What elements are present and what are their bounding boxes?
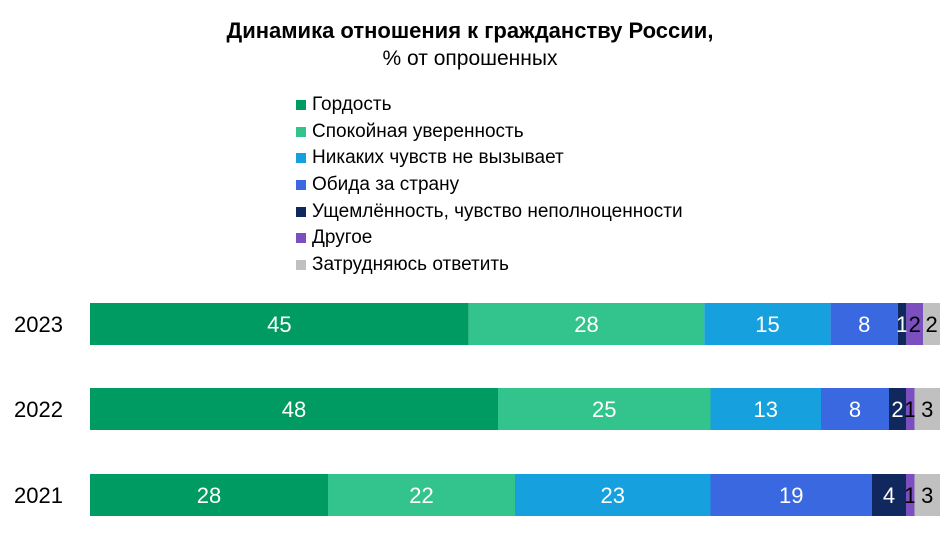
chart-legend: Гордость Спокойная уверенность Никаких чув… xyxy=(296,92,683,278)
legend-item: Спокойная уверенность xyxy=(296,119,683,146)
legend-label: Спокойная уверенность xyxy=(312,120,524,142)
data-label: 1 xyxy=(896,312,908,337)
legend-item: Гордость xyxy=(296,92,683,119)
legend-swatch xyxy=(296,180,306,191)
bar-segment xyxy=(710,388,821,430)
data-label: 48 xyxy=(282,397,306,422)
bar-segment xyxy=(704,303,831,345)
data-label: 45 xyxy=(267,312,291,337)
bar-segment xyxy=(897,303,907,345)
bar-segment xyxy=(468,303,705,345)
data-label: 8 xyxy=(849,397,861,422)
data-label: 3 xyxy=(921,483,933,508)
bar-segment xyxy=(328,474,515,516)
data-label: 28 xyxy=(574,312,598,337)
bar-segment xyxy=(923,303,940,345)
bar-segment xyxy=(906,474,915,516)
data-label: 15 xyxy=(755,312,779,337)
chart-title: Динамика отношения к гражданству России, xyxy=(226,18,714,43)
bar-segment xyxy=(914,474,940,516)
legend-swatch xyxy=(296,100,306,111)
legend-label: Ущемлённость, чувство неполноценности xyxy=(312,200,683,222)
bar-segment xyxy=(906,303,924,345)
category-label: 2022 xyxy=(14,397,63,422)
bar-segment xyxy=(90,303,469,345)
data-label: 2 xyxy=(925,312,937,337)
data-label: 3 xyxy=(921,397,933,422)
legend-item: Другое xyxy=(296,225,683,252)
legend-item: Никаких чувств не вызывает xyxy=(296,145,683,172)
bar-segment xyxy=(710,474,872,516)
legend-label: Другое xyxy=(312,227,373,249)
bar-segment xyxy=(498,388,711,430)
data-label: 8 xyxy=(858,312,870,337)
legend-swatch xyxy=(296,206,306,217)
category-label: 2023 xyxy=(14,312,63,337)
data-label: 23 xyxy=(601,483,625,508)
legend-label: Обида за страну xyxy=(312,174,460,196)
data-label: 2 xyxy=(909,312,921,337)
data-label: 1 xyxy=(904,483,916,508)
bar-segment xyxy=(872,474,906,516)
data-label: 25 xyxy=(592,397,616,422)
legend-swatch xyxy=(296,153,306,164)
data-label: 13 xyxy=(754,397,778,422)
bar-segment xyxy=(889,388,906,430)
bar-segment xyxy=(821,388,889,430)
bar-segment xyxy=(90,474,328,516)
data-label: 19 xyxy=(779,483,803,508)
category-label: 2021 xyxy=(14,483,63,508)
legend-swatch xyxy=(296,259,306,270)
legend-item: Обида за страну xyxy=(296,172,683,199)
legend-item: Ущемлённость, чувство неполноценности xyxy=(296,198,683,225)
legend-label: Гордость xyxy=(312,94,392,116)
bar-segment xyxy=(906,388,915,430)
data-label: 4 xyxy=(883,483,895,508)
legend-label: Никаких чувств не вызывает xyxy=(312,147,564,169)
chart-subtitle: % от опрошенных xyxy=(382,47,558,70)
bar-segment xyxy=(830,303,898,345)
bar-segment xyxy=(515,474,711,516)
legend-label: Затрудняюсь ответить xyxy=(312,253,509,275)
legend-swatch xyxy=(296,233,306,244)
bar-segment xyxy=(914,388,940,430)
data-label: 28 xyxy=(197,483,221,508)
bar-segment xyxy=(90,388,498,430)
legend-item: Затрудняюсь ответить xyxy=(296,252,683,279)
legend-swatch xyxy=(296,126,306,137)
data-label: 1 xyxy=(904,397,916,422)
data-label: 2 xyxy=(891,397,903,422)
data-label: 22 xyxy=(409,483,433,508)
